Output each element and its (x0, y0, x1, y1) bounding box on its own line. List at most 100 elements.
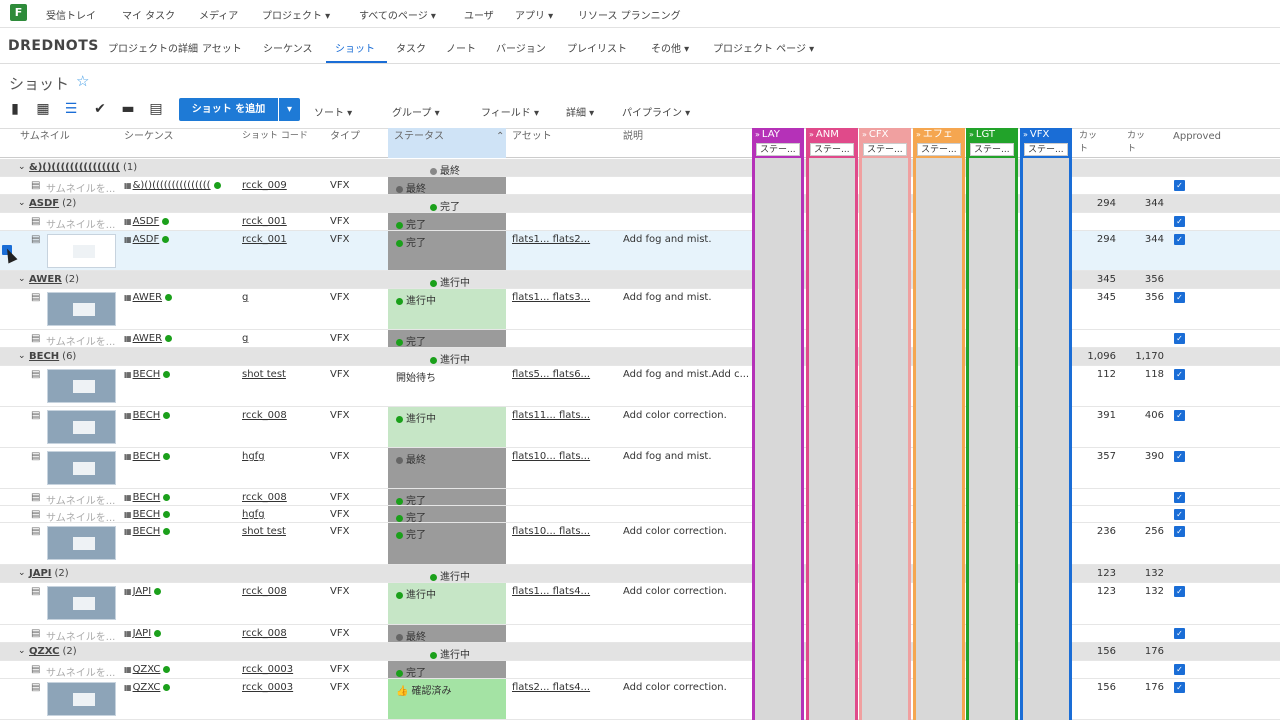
status-cell[interactable]: 進行中 (388, 289, 506, 329)
sequence-link[interactable]: ▦BECH (124, 509, 236, 520)
shot-code-link[interactable]: hgfg (242, 509, 265, 520)
chevron-down-icon[interactable]: ⌄ (18, 351, 26, 361)
row-detail-icon[interactable]: ▤ (31, 682, 41, 693)
tab-notes[interactable]: ノート (446, 44, 476, 55)
sequence-link[interactable]: ▦ASDF (124, 234, 236, 245)
status-cell[interactable]: 最終 (388, 625, 506, 643)
pipeline-step-header[interactable]: » エフェ (916, 128, 962, 142)
sequence-link[interactable]: ▦BECH (124, 451, 236, 462)
thumbnail-image[interactable] (47, 410, 116, 444)
thumbnail-placeholder[interactable]: サムネイルを... (46, 220, 116, 231)
sequence-link[interactable]: ▦JAPI (124, 586, 236, 597)
sequence-name[interactable]: BECH (132, 509, 161, 520)
thumbnail-image[interactable] (47, 526, 116, 560)
row-detail-icon[interactable]: ▤ (31, 410, 41, 421)
asset-links[interactable]: flats1... flats2... (512, 234, 591, 245)
table-row[interactable]: ▤ サムネイルを... ▦BECH hgfg VFX 完了 ✓ (0, 506, 1280, 524)
approved-checkbox[interactable]: ✓ (1174, 369, 1185, 380)
group-header-row[interactable]: ⌄ &)()((((((((((((((((1) 最終 (0, 159, 1280, 177)
asset-links[interactable]: flats1... flats3... (512, 292, 591, 303)
sequence-name[interactable]: QZXC (132, 664, 161, 675)
table-row[interactable]: ▤ ▦ASDF rcck_001 VFX 完了 flats1... flats2... Ad… (0, 231, 1280, 271)
sequence-name[interactable]: BECH (132, 369, 161, 380)
table-row[interactable]: ▤ ▦BECH hgfg VFX 最終 flats10... flats... Add fo… (0, 448, 1280, 489)
pipeline-step-header[interactable]: » CFX (862, 128, 908, 142)
col-header-assets[interactable]: アセット (512, 131, 552, 142)
tab-playlists[interactable]: プレイリスト (567, 44, 627, 55)
tab-versions[interactable]: バージョン (496, 44, 546, 55)
expand-icon[interactable]: » (1023, 130, 1028, 139)
table-row[interactable]: ▤ ▦BECH rcck_008 VFX 進行中 flats11... flats... A… (0, 407, 1280, 448)
col-header-sequence[interactable]: シーケンス (124, 131, 174, 142)
pipeline-status-subheader[interactable]: ステー... (1024, 143, 1068, 156)
tab-project-details[interactable]: プロジェクトの詳細 (108, 44, 198, 55)
col-header-status[interactable]: ステータス (394, 131, 444, 142)
chevron-down-icon[interactable]: ⌄ (18, 646, 26, 656)
approved-checkbox[interactable]: ✓ (1174, 451, 1185, 462)
sequence-name[interactable]: ASDF (132, 234, 160, 245)
asset-links[interactable]: flats11... flats... (512, 410, 591, 421)
nav-all-pages[interactable]: すべてのページ ▾ (359, 11, 436, 22)
sort-dropdown[interactable]: ソート ▾ (314, 108, 353, 119)
col-header-cut-out[interactable]: カット (1127, 131, 1146, 154)
app-logo[interactable]: F (10, 4, 27, 21)
col-header-description[interactable]: 説明 (623, 131, 643, 142)
approved-checkbox[interactable]: ✓ (1174, 526, 1185, 537)
nav-inbox[interactable]: 受信トレイ (46, 11, 96, 22)
status-cell[interactable]: 完了 (388, 506, 506, 524)
sequence-link[interactable]: ▦ASDF (124, 216, 236, 227)
sequence-link[interactable]: ▦&)()((((((((((((((( (124, 180, 236, 191)
table-row[interactable]: ▤ サムネイルを... ▦ASDF rcck_001 VFX 完了 ✓ (0, 213, 1280, 231)
table-row[interactable]: ▤ ▦AWER g VFX 進行中 flats1... flats3... Add fog … (0, 289, 1280, 330)
shot-code-link[interactable]: g (242, 292, 249, 303)
pipeline-status-subheader[interactable]: ステー... (863, 143, 907, 156)
tab-project-pages[interactable]: プロジェクト ページ ▾ (713, 44, 815, 55)
table-row[interactable]: ▤ サムネイルを... ▦QZXC rcck_0003 VFX 完了 ✓ (0, 661, 1280, 679)
expand-icon[interactable]: » (969, 130, 974, 139)
asset-links[interactable]: flats10... flats... (512, 451, 591, 462)
sequence-link[interactable]: ▦QZXC (124, 664, 236, 675)
row-detail-icon[interactable]: ▤ (31, 628, 41, 639)
shot-code-link[interactable]: hgfg (242, 451, 265, 462)
shot-code-link[interactable]: rcck_001 (242, 234, 287, 245)
status-cell[interactable]: 完了 (388, 523, 506, 564)
nav-projects[interactable]: プロジェクト ▾ (262, 11, 331, 22)
asset-links[interactable]: flats10... flats... (512, 526, 591, 537)
thumbnail-image[interactable] (47, 234, 116, 268)
shot-code-link[interactable]: rcck_009 (242, 180, 287, 191)
sequence-link[interactable]: ▦BECH (124, 492, 236, 503)
col-header-approved[interactable]: Approved (1173, 131, 1221, 142)
table-row[interactable]: ▤ ▦QZXC rcck_0003 VFX 👍 確認済み flats2... flats4.… (0, 679, 1280, 720)
sequence-name[interactable]: &)()((((((((((((((( (132, 180, 211, 191)
asset-links[interactable]: flats2... flats4... (512, 682, 591, 693)
favorite-star-icon[interactable]: ☆ (76, 72, 90, 90)
group-header-row[interactable]: ⌄ AWER (2) 進行中 345 356 (0, 271, 1280, 289)
sequence-name[interactable]: AWER (132, 333, 163, 344)
shot-code-link[interactable]: shot test (242, 526, 286, 537)
shot-code-link[interactable]: g (242, 333, 249, 344)
thumbnail-placeholder[interactable]: サムネイルを... (46, 337, 116, 348)
tab-more[interactable]: その他 ▾ (651, 44, 690, 55)
view-list-icon[interactable]: ☰ (64, 101, 78, 117)
add-shot-button[interactable]: ショット を追加 (179, 98, 278, 121)
sequence-link[interactable]: ▦BECH (124, 369, 236, 380)
thumbnail-placeholder[interactable]: サムネイルを... (46, 496, 116, 507)
sequence-name[interactable]: BECH (132, 526, 161, 537)
nav-users[interactable]: ユーザ (464, 11, 494, 22)
row-detail-icon[interactable]: ▤ (31, 492, 41, 503)
table-row[interactable]: ▤ サムネイルを... ▦JAPI rcck_008 VFX 最終 ✓ (0, 625, 1280, 643)
tab-assets[interactable]: アセット (202, 44, 242, 55)
shot-code-link[interactable]: rcck_008 (242, 586, 287, 597)
sequence-name[interactable]: BECH (132, 451, 161, 462)
thumbnail-image[interactable] (47, 586, 116, 620)
shot-code-link[interactable]: shot test (242, 369, 286, 380)
approved-checkbox[interactable]: ✓ (1174, 664, 1185, 675)
shot-code-link[interactable]: rcck_008 (242, 492, 287, 503)
pipeline-step-header[interactable]: » ANM (809, 128, 855, 142)
approved-checkbox[interactable]: ✓ (1174, 180, 1185, 191)
shot-code-link[interactable]: rcck_008 (242, 628, 287, 639)
thumbnail-image[interactable] (47, 682, 116, 716)
shot-code-link[interactable]: rcck_008 (242, 410, 287, 421)
thumbnail-image[interactable] (47, 451, 116, 485)
pipeline-status-subheader[interactable]: ステー... (970, 143, 1014, 156)
